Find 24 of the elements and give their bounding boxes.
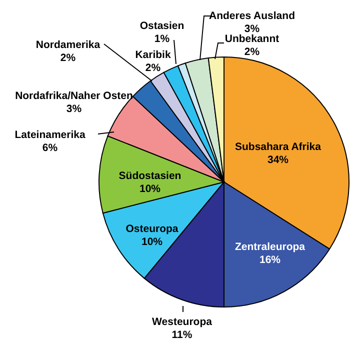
slice-label: Nordafrika/Naher Osten — [15, 90, 133, 102]
slice-label: Unbekannt — [224, 33, 280, 45]
data-label: 10% — [141, 236, 164, 248]
data-label: 34% — [267, 154, 290, 166]
slice-label: Südostasien — [118, 170, 182, 182]
data-label: 1% — [154, 33, 170, 45]
slice-label: Osteuropa — [126, 223, 178, 235]
data-label: 2% — [60, 52, 76, 64]
slice-label: Anderes Ausland — [209, 10, 295, 22]
slice-label: Subsahara Afrika — [235, 141, 322, 153]
data-label: 2% — [244, 46, 260, 58]
legend-label: Lateinamerika — [14, 129, 86, 141]
data-label: 6% — [42, 142, 58, 154]
slice-label: Ostasien — [140, 20, 184, 32]
data-label: 3% — [66, 103, 82, 115]
data-label: 16% — [259, 254, 282, 266]
slice-label: Nordamerika — [36, 39, 100, 51]
data-label: 11% — [172, 329, 193, 341]
slice-label: Westeuropa — [152, 316, 212, 328]
data-label: 2% — [145, 62, 162, 74]
slice-label: Zentraleuropa — [234, 241, 306, 253]
data-label: 3% — [244, 23, 260, 35]
slice-label: Karibik — [135, 49, 171, 61]
data-label: 10% — [139, 183, 162, 195]
